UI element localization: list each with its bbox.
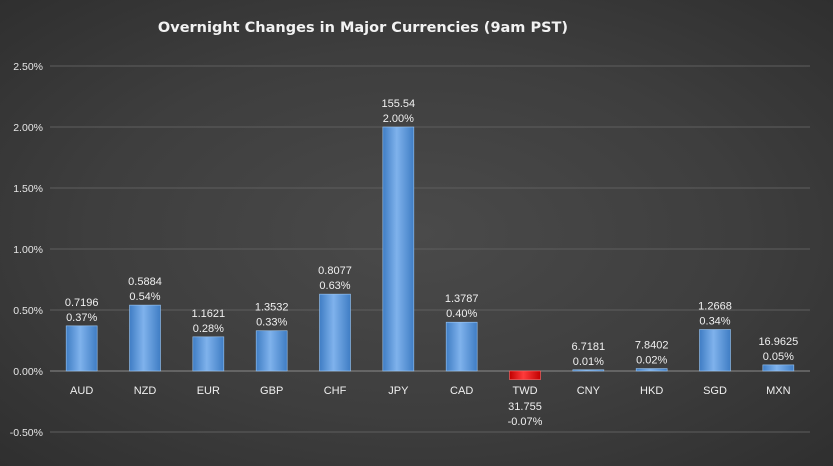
data-label-pct-mxn: 0.05% [763, 351, 794, 363]
data-label-rate-twd: 31.755 [508, 401, 542, 413]
y-axis-ticks: -0.50% 0.00% 0.50% 1.00% 1.50% 2.00% 2.50% [10, 61, 43, 439]
bar-mxn [762, 364, 795, 372]
data-label-rate-cny: 6.7181 [572, 341, 606, 353]
data-label-pct-cny: 0.01% [573, 356, 604, 368]
bar-twd [509, 370, 541, 380]
data-label-pct-eur: 0.28% [193, 323, 224, 335]
x-tick-label-hkd: HKD [640, 385, 663, 397]
data-label-rate-sgd: 1.2668 [698, 301, 732, 313]
bar-chf [319, 293, 351, 372]
x-tick-label-twd: TWD [512, 385, 537, 397]
x-tick-label-aud: AUD [70, 385, 93, 397]
y-tick-label: 2.50% [13, 61, 43, 73]
data-label-rate-nzd: 0.5884 [128, 276, 162, 288]
x-tick-label-mxn: MXN [766, 385, 791, 397]
y-tick-label: 1.50% [13, 183, 43, 195]
x-tick-label-chf: CHF [324, 385, 347, 397]
data-label-rate-gbp: 1.3532 [255, 302, 289, 314]
data-label-pct-chf: 0.63% [319, 280, 350, 292]
x-tick-label-jpy: JPY [388, 385, 409, 397]
bars [65, 126, 795, 380]
x-tick-label-cny: CNY [577, 385, 601, 397]
data-labels: 0.7196 0.37% 0.5884 0.54% 1.1621 0.28% 1.3532 0… [65, 98, 798, 428]
y-tick-label: 0.00% [13, 366, 43, 378]
bar-eur [192, 336, 225, 372]
data-label-pct-twd: -0.07% [508, 416, 543, 428]
data-label-pct-hkd: 0.02% [636, 355, 667, 367]
data-label-pct-cad: 0.40% [446, 308, 477, 320]
data-label-pct-sgd: 0.34% [699, 316, 730, 328]
x-tick-label-gbp: GBP [260, 385, 283, 397]
data-label-rate-aud: 0.7196 [65, 297, 99, 309]
bar-jpy [382, 126, 415, 372]
x-tick-label-sgd: SGD [703, 385, 727, 397]
data-label-rate-mxn: 16.9625 [758, 336, 798, 348]
bar-hkd [635, 368, 668, 372]
gridlines [50, 65, 810, 433]
data-label-pct-gbp: 0.33% [256, 317, 287, 329]
chart-title: Overnight Changes in Major Currencies (9… [158, 20, 568, 36]
bar-sgd [699, 329, 731, 372]
x-tick-label-nzd: NZD [134, 385, 157, 397]
y-tick-label: 1.00% [13, 244, 43, 256]
bar-nzd [129, 304, 161, 372]
x-tick-label-cad: CAD [450, 385, 473, 397]
y-tick-label: 2.00% [13, 122, 43, 134]
x-axis-ticks: AUD NZD EUR GBP CHF JPY CAD TWD CNY HKD SGD MXN [70, 385, 791, 397]
bar-aud [65, 325, 98, 372]
data-label-rate-hkd: 7.8402 [635, 340, 669, 352]
y-tick-label: -0.50% [10, 427, 43, 439]
data-label-pct-aud: 0.37% [66, 312, 97, 324]
bar-cny [572, 369, 605, 372]
data-label-rate-chf: 0.8077 [318, 265, 352, 277]
data-label-rate-eur: 1.1621 [192, 308, 226, 320]
data-label-pct-nzd: 0.54% [129, 291, 160, 303]
bar-gbp [255, 330, 288, 372]
x-tick-label-eur: EUR [197, 385, 220, 397]
bar-cad [445, 321, 478, 372]
data-label-rate-cad: 1.3787 [445, 293, 479, 305]
y-tick-label: 0.50% [13, 305, 43, 317]
data-label-pct-jpy: 2.00% [383, 113, 414, 125]
data-label-rate-jpy: 155.54 [382, 98, 416, 110]
